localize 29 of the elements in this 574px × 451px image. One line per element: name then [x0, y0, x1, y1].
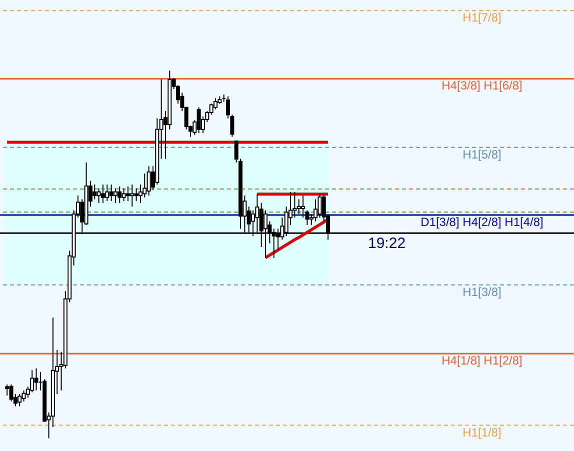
candlestick — [5, 384, 10, 396]
ref-line-label: H4[3/8] H1[6/8] — [442, 78, 522, 93]
candlestick — [109, 184, 114, 202]
ref-line-label: H1[7/8] — [462, 10, 502, 25]
candlestick — [122, 188, 126, 202]
candlestick — [146, 166, 151, 196]
candlestick — [301, 195, 306, 218]
candlestick — [22, 390, 26, 402]
candlestick — [105, 184, 110, 202]
candlestick — [126, 186, 130, 202]
candlestick — [196, 106, 201, 134]
candlestick — [96, 188, 101, 204]
candlestick — [113, 188, 118, 204]
candlestick — [318, 193, 322, 218]
ref-line-label: D1[3/8] H4[2/8] H1[4/8] — [420, 215, 544, 230]
candlestick — [9, 384, 14, 402]
candlestick — [34, 368, 38, 391]
candlestick — [118, 186, 122, 204]
ref-line-label: H1[5/8] — [462, 147, 502, 162]
candlestick — [92, 184, 97, 200]
candlestick — [296, 198, 301, 214]
candlestick — [134, 188, 138, 202]
ref-line-label: H4[1/8] H1[2/8] — [442, 354, 522, 368]
ref-line-label: H1[3/8] — [462, 284, 502, 299]
ref-line-label: H1[1/8] — [462, 425, 502, 440]
annotation: 19:22 — [368, 235, 406, 252]
candlestick — [18, 394, 22, 407]
candlestick — [100, 184, 105, 204]
candlestick — [130, 184, 134, 208]
